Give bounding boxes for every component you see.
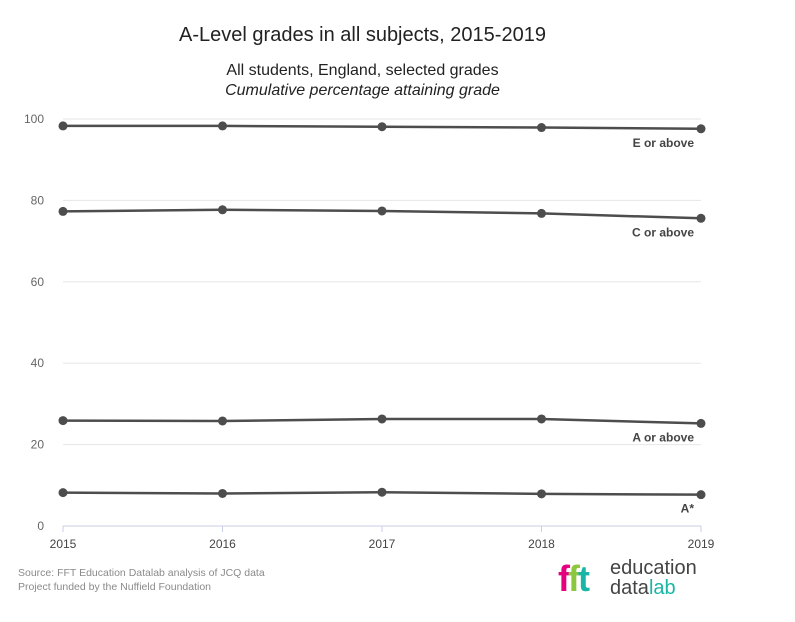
footer: Source: FFT Education Datalab analysis o… bbox=[18, 566, 265, 594]
data-point bbox=[537, 208, 546, 218]
series-label: A or above bbox=[632, 430, 694, 444]
data-point bbox=[58, 488, 68, 498]
data-point bbox=[377, 122, 387, 132]
fft-datalab-logo: fft education datalab bbox=[558, 556, 718, 599]
data-point bbox=[537, 489, 546, 499]
data-point bbox=[218, 205, 227, 215]
data-point bbox=[58, 416, 68, 426]
data-point bbox=[377, 206, 387, 216]
data-point bbox=[537, 414, 546, 424]
fft-logo-mark: fft bbox=[558, 558, 590, 599]
data-point bbox=[696, 213, 706, 223]
chart-title: A-Level grades in all subjects, 2015-201… bbox=[179, 24, 546, 46]
data-point bbox=[537, 123, 546, 133]
data-point bbox=[218, 416, 227, 426]
data-point bbox=[696, 490, 706, 500]
data-point bbox=[218, 488, 227, 498]
y-tick-label: 80 bbox=[31, 193, 45, 207]
data-point bbox=[218, 121, 227, 131]
series-label: E or above bbox=[633, 136, 695, 150]
y-tick-label: 40 bbox=[31, 356, 45, 370]
logo-wordmark: education datalab bbox=[610, 558, 697, 598]
funding-note: Project funded by the Nuffield Foundatio… bbox=[18, 581, 212, 593]
logo-line-datalab: datalab bbox=[610, 577, 676, 599]
series-label: A* bbox=[681, 502, 695, 516]
data-point bbox=[377, 487, 387, 497]
y-tick-label: 60 bbox=[31, 275, 45, 289]
y-tick-label: 100 bbox=[24, 112, 44, 126]
series-label: C or above bbox=[632, 225, 694, 239]
y-tick-label: 20 bbox=[31, 438, 45, 452]
logo-line-education: education bbox=[610, 557, 697, 579]
x-tick-label: 2015 bbox=[50, 537, 77, 551]
x-tick-label: 2018 bbox=[528, 537, 555, 551]
data-point bbox=[696, 124, 706, 134]
data-point bbox=[377, 414, 387, 424]
chart-subtitle-italic: Cumulative percentage attaining grade bbox=[225, 82, 500, 99]
data-point bbox=[58, 206, 68, 216]
x-tick-label: 2016 bbox=[209, 537, 236, 551]
data-point bbox=[58, 121, 68, 131]
x-tick-label: 2019 bbox=[688, 537, 715, 551]
chart-subtitle: All students, England, selected grades bbox=[226, 62, 499, 79]
source-note: Source: FFT Education Datalab analysis o… bbox=[18, 567, 265, 579]
data-point bbox=[696, 418, 706, 428]
x-tick-label: 2017 bbox=[369, 537, 396, 551]
y-tick-label: 0 bbox=[37, 519, 44, 533]
